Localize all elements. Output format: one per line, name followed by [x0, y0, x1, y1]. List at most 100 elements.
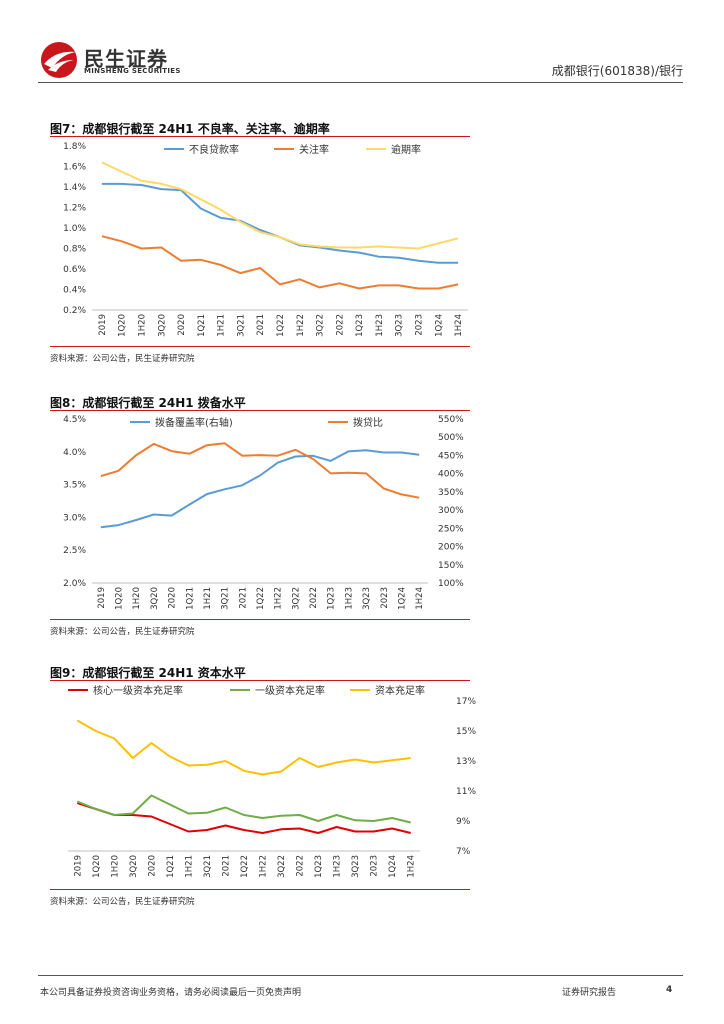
legend-label-1: 拨备覆盖率(右轴) [155, 416, 233, 429]
x-tick-label: 1Q23 [327, 587, 337, 610]
y-tick-label-left: 3.5% [63, 481, 86, 491]
y-tick-label-right: 17% [456, 697, 476, 707]
x-tick-label: 3Q20 [157, 314, 167, 337]
x-tick-label: 3Q22 [277, 855, 287, 878]
series-line-3 [101, 161, 459, 250]
legend-label-2: 拨贷比 [353, 416, 383, 429]
y-tick-label-right: 200% [438, 543, 464, 553]
figure-8-chart: 2.0% 2.5% 3.0% 3.5% 4.0% 4.5% 100% 150% 200% 250%… [63, 415, 464, 610]
x-tick-label: 1Q22 [256, 587, 266, 610]
x-tick-label: 3Q23 [395, 314, 405, 337]
legend-label-3: 逾期率 [391, 143, 421, 156]
x-tick-label: 1H20 [137, 314, 147, 337]
x-tick-label: 2020 [177, 314, 187, 336]
series-line-1 [101, 182, 459, 264]
figure-8-title: 图8：成都银行截至 24H1 拨备水平 [50, 396, 246, 410]
x-tick-label: 2019 [73, 855, 83, 877]
x-tick-label: 1Q20 [118, 314, 128, 337]
brand-logo-icon [41, 42, 77, 78]
footer-report-type: 证券研究报告 [562, 988, 617, 998]
y-tick-label-left: 2.0% [63, 579, 86, 589]
x-tick-label: 3Q20 [129, 855, 139, 878]
x-tick-label: 1H21 [184, 855, 194, 878]
y-tick-label-left: 3.0% [63, 513, 86, 523]
footer-divider [38, 975, 683, 976]
x-tick-label: 2023 [380, 587, 390, 609]
report-reference: 成都银行(601838)/银行 [551, 64, 683, 78]
x-tick-label: 2019 [98, 314, 108, 336]
page-number: 4 [666, 985, 673, 995]
x-tick-label: 3Q22 [291, 587, 301, 610]
x-tick-label: 1H23 [344, 587, 354, 610]
figure-8-source: 资料来源：公司公告，民生证券研究院 [50, 627, 195, 637]
footer-disclaimer: 本公司具备证券投资咨询业务资格，请务必阅读最后一页免责声明 [40, 988, 302, 998]
x-tick-label: 1H21 [217, 314, 227, 337]
figure-9-bottom-rule [50, 889, 470, 890]
y-tick-label-right: 13% [456, 757, 476, 767]
figure-7-source: 资料来源：公司公告，民生证券研究院 [50, 354, 195, 364]
x-tick-label: 3Q23 [362, 587, 372, 610]
x-tick-label: 1Q24 [434, 314, 444, 337]
figure-7-title: 图7：成都银行截至 24H1 不良率、关注率、逾期率 [50, 122, 330, 136]
x-tick-label: 3Q23 [351, 855, 361, 878]
legend-label-3: 资本充足率 [375, 684, 425, 697]
x-tick-label: 1Q22 [276, 314, 286, 337]
y-tick-label-left: 0.6% [63, 265, 86, 275]
figure-9-title: 图9：成都银行截至 24H1 资本水平 [50, 666, 246, 680]
x-tick-label: 1Q21 [197, 314, 207, 337]
brand-name-cn: 民生证券 [84, 47, 168, 71]
brand-name-en: MINSHENG SECURITIES [84, 67, 181, 75]
x-tick-label: 1H24 [407, 855, 417, 878]
legend-label-1: 不良贷款率 [189, 143, 239, 156]
x-tick-label: 2022 [296, 855, 306, 877]
x-tick-label: 1H23 [333, 855, 343, 878]
x-tick-label: 2023 [415, 314, 425, 336]
series-line-3 [76, 719, 411, 776]
x-tick-label: 2023 [370, 855, 380, 877]
x-tick-label: 1Q23 [355, 314, 365, 337]
legend-label-2: 一级资本充足率 [255, 684, 325, 697]
x-tick-label: 1Q24 [388, 855, 398, 878]
y-tick-label-right: 100% [438, 579, 464, 589]
series-line-1 [76, 802, 411, 834]
x-tick-label: 1H22 [259, 855, 269, 878]
y-tick-label-left: 0.4% [63, 286, 86, 296]
series-line-2 [76, 794, 411, 824]
series-line-2 [100, 442, 420, 499]
figure-7-bottom-rule [50, 346, 470, 347]
y-tick-label-left: 1.0% [63, 224, 86, 234]
x-tick-label: 1H20 [110, 855, 120, 878]
series-line-1 [100, 449, 420, 529]
y-tick-label-right: 9% [456, 817, 471, 827]
y-tick-label-left: 2.5% [63, 546, 86, 556]
y-tick-label-left: 1.6% [63, 163, 86, 173]
figure-8-bottom-rule [50, 619, 470, 620]
y-tick-label-left: 0.2% [63, 306, 86, 316]
y-tick-label-left: 1.8% [63, 142, 86, 152]
figure-9-title-rule [50, 680, 470, 681]
x-tick-label: 2019 [97, 587, 107, 609]
figure-9-chart: 7% 9% 11% 13% 15% 17% 2019 1Q20 1H20 3Q20 2020 1Q21… [68, 684, 476, 878]
x-tick-label: 2021 [256, 314, 266, 336]
y-tick-label-right: 250% [438, 524, 464, 534]
x-tick-label: 1Q21 [166, 855, 176, 878]
y-tick-label-right: 300% [438, 506, 464, 516]
x-tick-label: 1Q22 [240, 855, 250, 878]
x-tick-label: 1H22 [296, 314, 306, 337]
x-tick-label: 1H22 [274, 587, 284, 610]
x-tick-label: 2020 [147, 855, 157, 877]
x-tick-label: 1Q24 [397, 587, 407, 610]
y-tick-label-right: 11% [456, 787, 476, 797]
x-tick-label: 1Q20 [92, 855, 102, 878]
y-tick-label-left: 4.5% [63, 415, 86, 425]
x-tick-label: 2021 [221, 855, 231, 877]
y-tick-label-right: 550% [438, 415, 464, 425]
y-tick-label-right: 400% [438, 470, 464, 480]
x-tick-label: 1Q20 [115, 587, 125, 610]
x-tick-label: 2022 [335, 314, 345, 336]
x-tick-label: 3Q21 [221, 587, 231, 610]
x-tick-label: 2020 [168, 587, 178, 609]
header-divider [38, 82, 683, 83]
x-tick-label: 1Q21 [185, 587, 195, 610]
y-tick-label-right: 500% [438, 433, 464, 443]
